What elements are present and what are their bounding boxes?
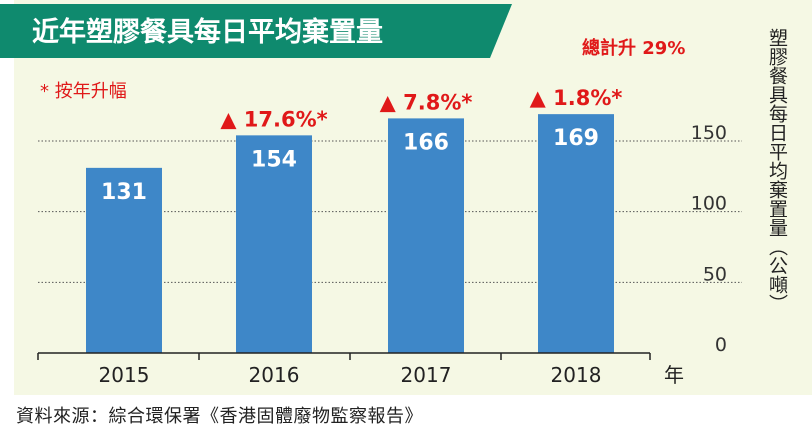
title-band <box>0 4 512 58</box>
bar-value-label: 169 <box>553 126 599 151</box>
x-tick-label: 2015 <box>99 363 150 387</box>
y-tick-label: 50 <box>703 263 727 285</box>
bar <box>388 118 464 354</box>
x-axis <box>37 352 651 360</box>
bar-value-label: 154 <box>251 147 297 172</box>
y-axis-title: 塑膠餐具每日平均棄置量（公噸） <box>766 28 788 313</box>
bar-chart: 0 50 100 150 131 2015 154 2016 ▲ 17.6%* 166 2017 ▲ … <box>0 4 742 387</box>
chart-title: 近年塑膠餐具每日平均棄置量 <box>32 16 383 48</box>
growth-label: ▲ 7.8%* <box>380 90 473 114</box>
growth-label: ▲ 17.6%* <box>220 107 327 131</box>
y-tick-label: 100 <box>691 193 727 215</box>
bar <box>538 114 614 353</box>
x-tick-label: 2017 <box>401 363 452 387</box>
bar-value-label: 131 <box>101 180 147 205</box>
x-tick-label: 2016 <box>249 363 300 387</box>
y-tick-label: 0 <box>715 334 727 356</box>
x-tick-label: 2018 <box>551 363 602 387</box>
bar-value-label: 166 <box>403 130 449 155</box>
growth-footnote: * 按年升幅 <box>40 81 127 102</box>
labels: 0 50 100 150 131 2015 154 2016 ▲ 17.6%* 166 2017 ▲ … <box>99 86 727 387</box>
bar <box>86 167 162 353</box>
x-axis-unit: 年 <box>664 363 684 387</box>
growth-label: ▲ 1.8%* <box>530 86 623 110</box>
bars <box>86 114 614 354</box>
y-tick-label: 150 <box>691 122 727 144</box>
bar <box>236 135 312 353</box>
total-growth-note: 總計升 29% <box>582 37 685 59</box>
source-note: 資料來源：綜合環保署《香港固體廢物監察報告》 <box>16 406 423 427</box>
